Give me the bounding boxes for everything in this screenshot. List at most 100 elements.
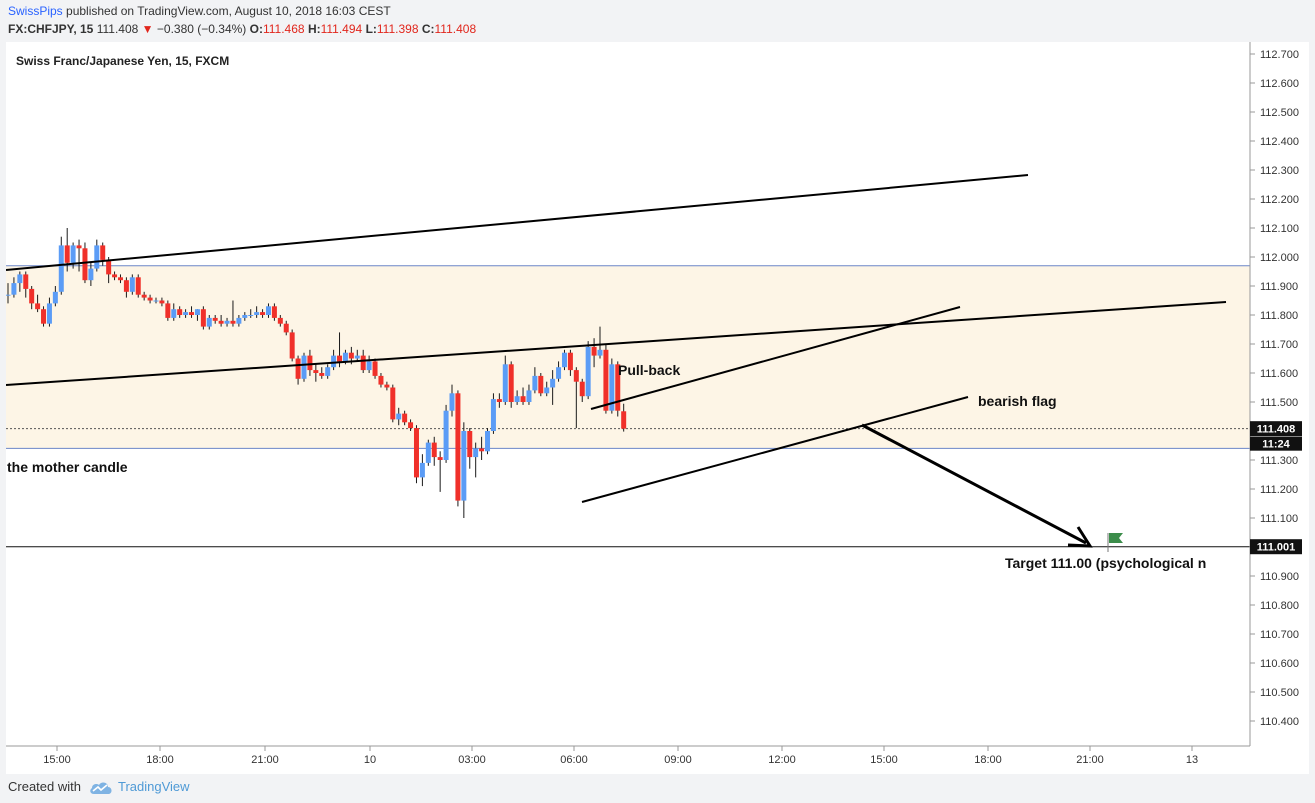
candle[interactable] [354,349,360,362]
candle[interactable] [402,410,408,426]
candle[interactable] [277,315,283,327]
price-chart[interactable]: Swiss Franc/Japanese Yen, 15, FXCM Pull-… [5,42,1309,774]
candle[interactable] [153,297,159,304]
candle[interactable] [538,373,544,397]
candle[interactable] [455,390,461,507]
candle[interactable] [52,286,58,307]
candle[interactable] [123,277,129,298]
candle[interactable] [271,303,277,321]
candle[interactable] [183,309,189,318]
candle[interactable] [230,300,236,327]
candle[interactable] [520,387,526,405]
candle[interactable] [117,274,123,284]
candle[interactable] [431,436,437,466]
candle[interactable] [46,297,52,327]
candle[interactable] [413,425,419,484]
candle[interactable] [295,355,301,385]
candle[interactable] [603,344,609,414]
price-axis[interactable] [1250,42,1309,774]
candle[interactable] [408,419,414,431]
candle[interactable] [11,277,17,298]
candle[interactable] [289,329,295,362]
candle[interactable] [41,306,47,327]
candle[interactable] [147,294,153,304]
candle[interactable] [502,355,508,405]
candle[interactable] [177,306,183,318]
candle[interactable] [254,306,260,318]
candle[interactable] [189,306,195,318]
candle[interactable] [366,355,372,373]
candle[interactable] [490,393,496,434]
candle[interactable] [526,384,532,405]
candle[interactable] [325,364,331,379]
candle[interactable] [425,439,431,466]
candle[interactable] [242,312,248,321]
candle[interactable] [449,384,455,417]
candle[interactable] [556,361,562,382]
candle[interactable] [384,381,390,391]
upper-channel-line[interactable] [5,174,1029,271]
candle[interactable] [260,309,266,318]
candle[interactable] [496,393,502,408]
candle[interactable] [467,428,473,469]
candle[interactable] [585,341,591,400]
candle[interactable] [550,370,556,405]
candle[interactable] [609,358,615,414]
candle[interactable] [331,349,337,371]
candle[interactable] [514,390,520,405]
candle[interactable] [313,364,319,382]
candle[interactable] [135,274,141,298]
tradingview-brand-link[interactable]: TradingView [118,779,190,794]
candle[interactable] [508,361,514,408]
candle[interactable] [165,300,171,321]
candle[interactable] [76,239,82,272]
candle[interactable] [390,384,396,423]
candle[interactable] [532,367,538,394]
candle[interactable] [236,315,242,327]
candle[interactable] [141,291,147,301]
candle[interactable] [17,271,23,292]
flag-lower-trendline[interactable] [581,396,969,503]
candle[interactable] [485,428,491,455]
candle[interactable] [396,407,402,426]
candle[interactable] [301,352,307,382]
candle[interactable] [307,349,313,376]
candle[interactable] [159,297,165,307]
candle[interactable] [579,378,585,402]
candle[interactable] [615,361,621,417]
candle[interactable] [35,294,41,313]
candle[interactable] [129,274,135,295]
candle[interactable] [206,315,212,330]
candle[interactable] [248,309,254,318]
candle[interactable] [473,442,479,478]
candle[interactable] [437,451,443,492]
candle[interactable] [319,367,325,379]
candle[interactable] [94,239,100,272]
candle[interactable] [5,283,11,304]
candle[interactable] [283,320,289,336]
candle[interactable] [621,403,627,432]
time-axis[interactable] [6,746,1309,774]
candle[interactable] [212,315,218,324]
candle[interactable] [573,367,579,429]
author-link[interactable]: SwissPips [8,4,63,18]
candle[interactable] [23,271,29,298]
lower-channel-line[interactable] [5,301,1227,386]
candle[interactable] [378,373,384,388]
candle[interactable] [591,338,597,368]
projection-arrow-line[interactable] [861,423,1087,545]
candle[interactable] [443,404,449,463]
candle[interactable] [561,349,567,371]
candle[interactable] [597,326,603,359]
chart-container[interactable]: Swiss Franc/Japanese Yen, 15, FXCM Pull-… [5,42,1309,774]
candle[interactable] [171,303,177,321]
candle[interactable] [419,454,425,487]
candle[interactable] [372,358,378,379]
candle[interactable] [265,303,271,318]
candle[interactable] [461,422,467,518]
tradingview-cloud-icon[interactable] [88,780,114,796]
candle[interactable] [218,315,224,327]
candle[interactable] [200,306,206,330]
flag-upper-trendline[interactable] [590,306,961,410]
candle[interactable] [88,262,94,286]
